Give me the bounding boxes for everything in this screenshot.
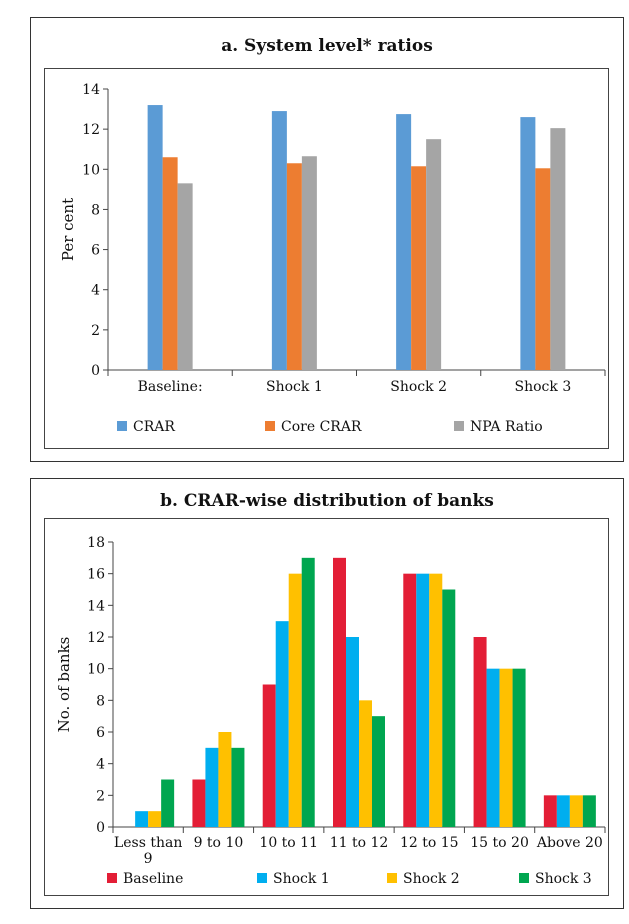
bar	[535, 168, 551, 370]
y-tick-label: 4	[96, 757, 105, 773]
y-tick-label: 14	[82, 82, 100, 98]
legend-swatch	[454, 421, 464, 431]
y-tick-label: 0	[96, 820, 105, 836]
bar	[148, 811, 162, 827]
bar	[346, 637, 359, 827]
legend-swatch	[387, 873, 397, 883]
y-tick-label: 10	[87, 662, 105, 678]
bar	[359, 700, 372, 827]
bar	[556, 795, 570, 827]
bar	[372, 716, 385, 827]
y-tick-label: 18	[87, 535, 105, 551]
x-tick-label: 12 to 15	[400, 835, 459, 851]
y-tick-label: 12	[82, 122, 100, 138]
legend-swatch	[257, 873, 267, 883]
legend-swatch	[107, 873, 117, 883]
bar	[582, 795, 596, 827]
bar	[231, 747, 245, 827]
bar	[333, 557, 346, 827]
bar	[550, 128, 566, 370]
bar	[499, 668, 513, 827]
chart-system-ratios: 0 2 4 6 8 10 12 14 Per cent Baseline: Shock 1 Shock…	[59, 82, 606, 435]
bar	[473, 637, 487, 827]
bar	[286, 163, 302, 370]
x-tick-label: Shock 1	[266, 379, 323, 395]
y-tick-label: 14	[87, 598, 105, 614]
x-tick-label: 10 to 11	[259, 835, 318, 851]
y-tick-label: 2	[96, 788, 105, 804]
bar	[161, 779, 175, 827]
y-tick-label: 16	[87, 567, 105, 583]
y-tick-label: 2	[91, 323, 100, 339]
bar	[301, 557, 315, 827]
x-tick-label-line: 9	[144, 851, 153, 867]
bar	[177, 183, 193, 370]
bar	[411, 166, 427, 370]
plot-frame-a: 0 2 4 6 8 10 12 14 Per cent Baseline: Shock 1 Shock…	[44, 68, 609, 449]
x-tick-label: 15 to 20	[470, 835, 529, 851]
bar	[218, 732, 232, 827]
legend-swatch	[117, 421, 127, 431]
bar	[275, 621, 289, 827]
x-tick-label: 11 to 12	[330, 835, 389, 851]
legend-swatch	[265, 421, 275, 431]
panel-crar-distribution: b. CRAR-wise distribution of banks 0 2 4 6 8…	[30, 478, 624, 909]
chart-crar-distribution: 0 2 4 6 8 10 12 14 16 18 No. of banks Less than 9 9 t…	[55, 535, 606, 887]
bar	[442, 589, 456, 827]
bar	[486, 668, 500, 827]
y-tick-label: 6	[91, 243, 100, 259]
x-tick-label: Shock 2	[390, 379, 447, 395]
y-tick-label: 12	[87, 630, 105, 646]
panel-title-b: b. CRAR-wise distribution of banks	[160, 491, 494, 511]
bar	[396, 114, 412, 370]
y-tick-label: 8	[91, 202, 100, 218]
x-tick-label: Above 20	[536, 835, 603, 851]
legend-label: Baseline	[123, 871, 183, 887]
bar	[569, 795, 583, 827]
x-tick-label: 9 to 10	[194, 835, 244, 851]
bar	[135, 811, 149, 827]
bar	[162, 157, 178, 370]
legend-label: NPA Ratio	[470, 419, 543, 435]
x-tick-label: Less than 9	[114, 835, 182, 867]
y-tick-label: 10	[82, 162, 100, 178]
panel-title-a: a. System level* ratios	[221, 36, 433, 56]
legend-label: Core CRAR	[281, 419, 362, 435]
bar	[512, 668, 526, 827]
legend-label: Shock 2	[403, 871, 460, 887]
y-axis-label: Per cent	[59, 198, 77, 261]
bar	[288, 573, 302, 827]
bar	[147, 105, 163, 371]
bar	[416, 573, 430, 827]
legend-swatch	[519, 873, 529, 883]
bar	[205, 747, 219, 827]
y-tick-label: 6	[96, 725, 105, 741]
plot-frame-b: 0 2 4 6 8 10 12 14 16 18 No. of banks Less than 9 9 t…	[44, 518, 609, 896]
y-tick-label: 8	[96, 693, 105, 709]
bar	[192, 779, 206, 827]
x-tick-label-line: Less than	[114, 835, 182, 851]
legend-label: Shock 3	[535, 871, 592, 887]
bar	[271, 111, 287, 371]
x-tick-label: Shock 3	[515, 379, 572, 395]
bar	[426, 139, 442, 370]
x-tick-label: Baseline:	[138, 379, 203, 395]
bar	[301, 156, 317, 370]
bar	[429, 573, 443, 827]
bar	[262, 684, 276, 827]
bar	[520, 117, 536, 370]
bar	[403, 573, 417, 827]
y-tick-label: 4	[91, 283, 100, 299]
legend-label: CRAR	[133, 419, 175, 435]
panel-system-ratios: a. System level* ratios 0 2 4 6 8 10 12 14 Per c…	[30, 17, 624, 462]
y-tick-label: 0	[91, 363, 100, 379]
bar	[543, 795, 557, 827]
y-axis-label: No. of banks	[55, 637, 73, 733]
legend-label: Shock 1	[273, 871, 330, 887]
